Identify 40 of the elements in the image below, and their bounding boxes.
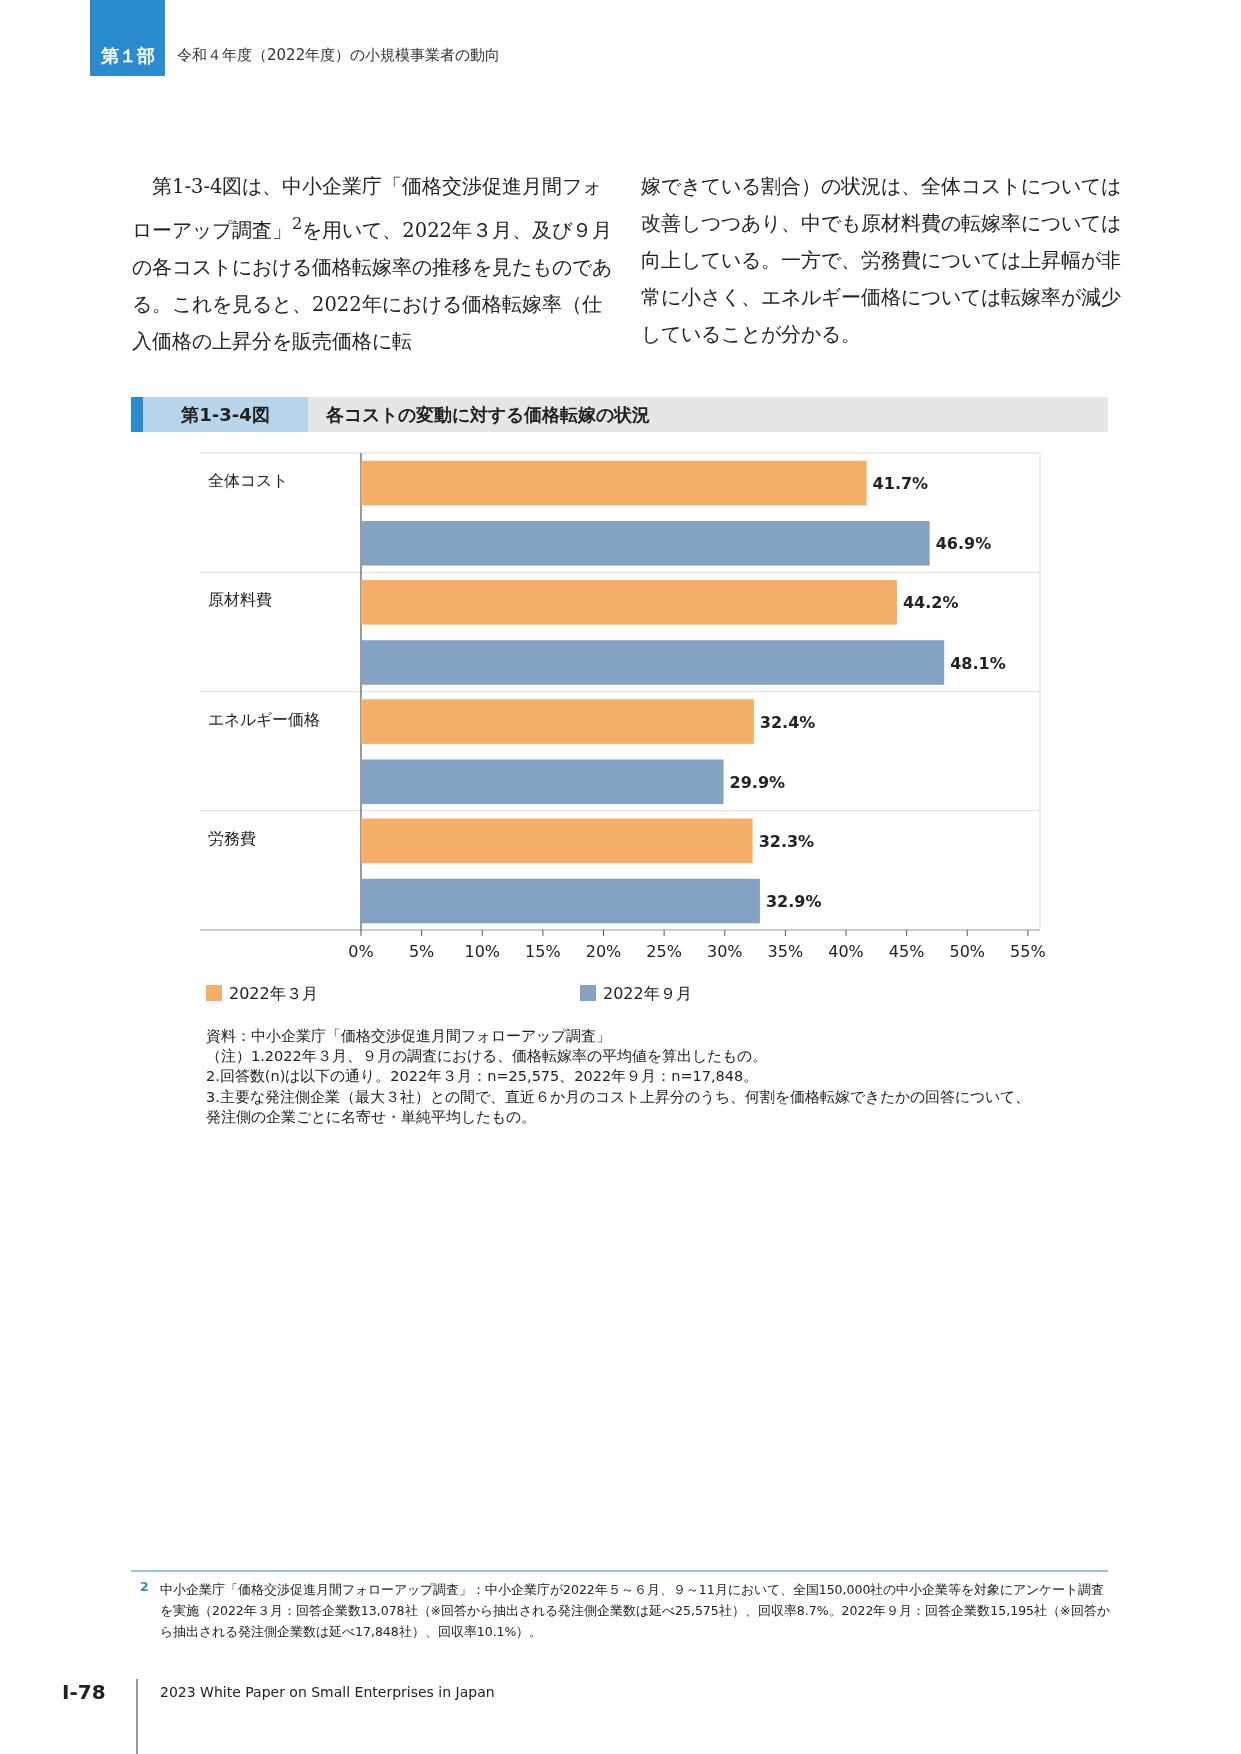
- data-label: 32.3%: [758, 831, 815, 851]
- data-label: 29.9%: [729, 772, 786, 792]
- x-tick-label: 30%: [706, 942, 743, 961]
- x-tick-label: 50%: [949, 942, 986, 961]
- data-label: 32.4%: [759, 712, 816, 732]
- data-label: 46.9%: [935, 534, 992, 554]
- text: 嫁できている割合）の状況は、全体コストについては改善しつつあり、中でも原材料費の転嫁率については向上している。一方で、労務費については上昇幅が非常に小さく、エネルギー価格については転嫁率が減少していることが分かる。: [641, 174, 1121, 348]
- x-tick-label: 55%: [1010, 942, 1046, 961]
- x-tick-label: 20%: [585, 942, 622, 961]
- text: 2023 White Paper on Small Enterprises in Japan: [160, 1684, 495, 1700]
- text: （注）1.2022年３月、９月の調査における、価格転嫁率の平均値を算出したもの。: [206, 1047, 767, 1066]
- text: 2: [140, 1579, 149, 1594]
- text: 令和４年度（2022年度）の小規模事業者の動向: [177, 46, 501, 65]
- text: 第1-3-4図は、中小企業庁「価格交渉促進月間フォローアップ調査」$^{2}$を用いて、2022年３月、及び９月の各コストにおける価格転嫁率の推移を見たものである。これを見ると、2022年における価格転嫁率（仕入価格の上昇分を販売価格に転: [132, 174, 612, 355]
- data-label: 32.9%: [765, 892, 822, 912]
- x-tick-label: 35%: [767, 942, 804, 961]
- x-tick-label: 0%: [348, 942, 374, 961]
- text: I-78: [62, 1680, 106, 1704]
- text: 2.回答数(n)は以下の通り。2022年３月：n=25,575、2022年９月：n=17,848。: [206, 1067, 759, 1086]
- y-tick-label: 労務費: [208, 828, 256, 848]
- data-label: 48.1%: [950, 653, 1006, 673]
- text: 中小企業庁「価格交渉促進月間フォローアップ調査」：中小企業庁が2022年５～６月、９～11月において、全国150,000社の中小企業等を対象にアンケート調査を実施（2022年３月：回答企業数13,078社（※回答から抽出される発注側企業数は延べ25,575社）、回収率8.7%。2022年９月：回答企業数15,195社（※回答から抽出される発注側企業数は延べ17,848社）、回収率10.1%）。: [160, 1581, 1110, 1641]
- legend-label: 2022年３月: [229, 984, 318, 1003]
- chart-subtitle: 第1-3-4図: [143, 397, 308, 432]
- chart-title: 各コストの変動に対する価格転嫁の状況: [326, 403, 650, 427]
- x-tick-label: 45%: [888, 942, 925, 961]
- text: 第１部: [90, 0, 165, 76]
- legend-label: 2022年９月: [603, 984, 692, 1003]
- y-tick-label: 原材料費: [208, 590, 272, 610]
- x-tick-label: 25%: [646, 942, 682, 961]
- text: 資料：中小企業庁「価格交渉促進月間フォローアップ調査」: [206, 1027, 611, 1046]
- x-tick-label: 40%: [828, 942, 864, 961]
- x-tick-label: 10%: [464, 942, 501, 961]
- data-label: 41.7%: [872, 474, 929, 494]
- x-tick-label: 15%: [525, 942, 561, 961]
- data-label: 44.2%: [902, 593, 959, 613]
- x-tick-label: 5%: [408, 942, 435, 961]
- y-tick-label: 全体コスト: [208, 471, 288, 490]
- y-tick-label: エネルギー価格: [208, 709, 320, 729]
- text: 3.主要な発注側企業（最大３社）との間で、直近６か月のコスト上昇分のうち、何割を価格転嫁できたかの回答について、発注側の企業ごとに名寄せ・単純平均したもの。: [206, 1088, 1031, 1127]
